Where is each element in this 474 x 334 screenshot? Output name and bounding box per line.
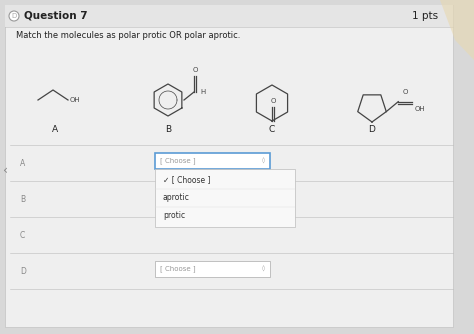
Bar xyxy=(5,5,453,27)
Text: [ Choose ]: [ Choose ] xyxy=(160,266,196,272)
Text: [ Choose ]: [ Choose ] xyxy=(160,158,196,164)
Text: ✓ [ Choose ]: ✓ [ Choose ] xyxy=(163,175,210,184)
Text: ‹: ‹ xyxy=(3,164,8,176)
FancyBboxPatch shape xyxy=(155,153,270,169)
Text: C: C xyxy=(20,230,25,239)
Polygon shape xyxy=(440,0,474,60)
Text: protic: protic xyxy=(163,211,185,220)
Text: D: D xyxy=(11,13,17,19)
Text: ◊: ◊ xyxy=(262,158,265,164)
Text: OH: OH xyxy=(70,97,81,103)
Text: Question 7: Question 7 xyxy=(24,11,88,21)
Text: A: A xyxy=(20,159,25,167)
Text: D: D xyxy=(369,125,375,134)
FancyBboxPatch shape xyxy=(5,5,453,327)
Text: aprotic: aprotic xyxy=(163,193,190,202)
Text: O: O xyxy=(192,67,198,73)
FancyBboxPatch shape xyxy=(155,169,295,227)
Text: B: B xyxy=(165,125,171,134)
Text: Match the molecules as polar protic OR polar aprotic.: Match the molecules as polar protic OR p… xyxy=(16,31,240,40)
Text: O: O xyxy=(402,89,408,95)
Text: H: H xyxy=(200,89,205,95)
Text: B: B xyxy=(20,194,25,203)
Text: OH: OH xyxy=(414,106,425,112)
Text: O: O xyxy=(270,98,276,104)
Text: 1 pts: 1 pts xyxy=(412,11,438,21)
Text: A: A xyxy=(52,125,58,134)
Text: D: D xyxy=(20,267,26,276)
Circle shape xyxy=(9,11,19,21)
Text: C: C xyxy=(269,125,275,134)
Text: ◊: ◊ xyxy=(262,266,265,272)
FancyBboxPatch shape xyxy=(155,261,270,277)
